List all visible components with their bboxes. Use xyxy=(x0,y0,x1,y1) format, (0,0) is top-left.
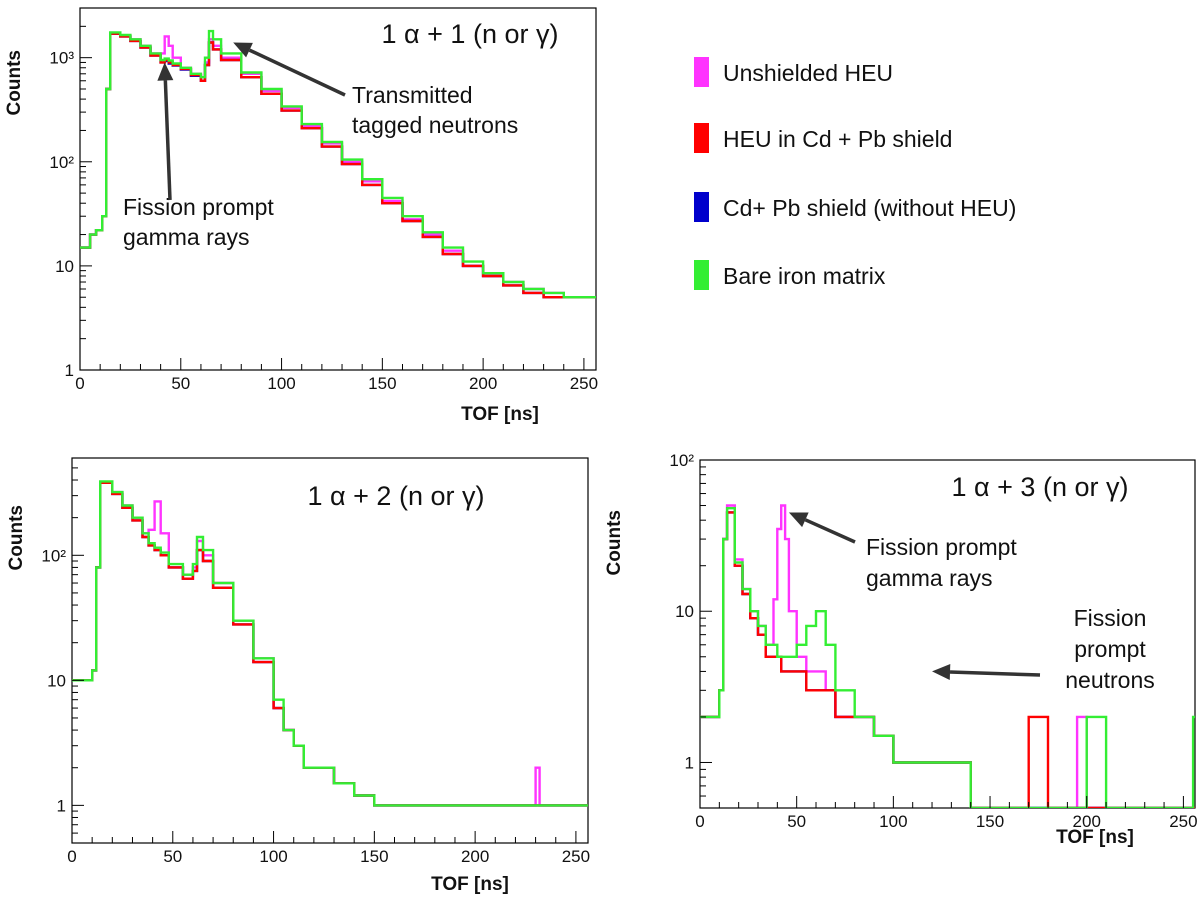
y-tick-label: 10³ xyxy=(49,49,74,68)
annotation-arrow xyxy=(163,80,172,201)
annotation: Fission prompt gamma rays xyxy=(123,62,274,250)
chart-panel-3: 0 50 100 150 200 250 1 10 10² Counts TOF [ns] 1 α +… xyxy=(604,451,1198,848)
series-line xyxy=(80,32,596,299)
y-tick-label: 10 xyxy=(47,671,66,690)
series-group xyxy=(700,504,1195,808)
y-tick-label: 10² xyxy=(41,546,66,565)
x-tick-label: 0 xyxy=(75,374,84,393)
legend-swatch xyxy=(694,57,709,87)
annotation-arrowhead xyxy=(932,664,951,681)
legend-label: Cd+ Pb shield (without HEU) xyxy=(723,195,1016,221)
legend-item: Unshielded HEU xyxy=(694,57,893,87)
annotation: Transmitted tagged neutrons xyxy=(233,42,518,138)
y-axis-title: Counts xyxy=(604,510,625,575)
annotation-text: gamma rays xyxy=(123,224,250,250)
x-tick-label: 0 xyxy=(67,847,76,866)
series-line xyxy=(80,29,596,299)
annotation-arrowhead xyxy=(157,62,174,81)
legend-swatch xyxy=(694,192,709,222)
annotation-arrow xyxy=(248,48,346,97)
chart-panel-1: 0 50 100 150 200 250 1 10 10² 10³ Counts TOF [ns] 1 … xyxy=(4,7,598,425)
annotation-text: Fission prompt xyxy=(866,534,1017,560)
y-axis-title: Counts xyxy=(6,505,27,570)
annotation-text: prompt xyxy=(1074,636,1146,662)
y-axis-title: Counts xyxy=(4,50,25,115)
panel-title: 1 α + 1 (n or γ) xyxy=(382,19,559,49)
y-tick-label: 1 xyxy=(685,753,694,772)
panel-title: 1 α + 2 (n or γ) xyxy=(308,481,485,511)
x-tick-label: 100 xyxy=(879,812,907,831)
x-tick-label: 150 xyxy=(360,847,388,866)
chart-panel-2: 0 50 100 150 200 250 1 10 10² Counts TOF [ns] 1 α +… xyxy=(6,457,590,895)
series-line xyxy=(700,507,1195,808)
x-tick-label: 250 xyxy=(570,374,598,393)
x-tick-label: 100 xyxy=(267,374,295,393)
x-tick-label: 200 xyxy=(1073,812,1101,831)
legend: Unshielded HEU HEU in Cd + Pb shield Cd+… xyxy=(694,57,1016,290)
annotation: Fission prompt gamma rays xyxy=(788,512,1017,591)
legend-label: Bare iron matrix xyxy=(723,263,886,289)
x-tick-label: 250 xyxy=(562,847,590,866)
x-tick-label: 200 xyxy=(461,847,489,866)
x-axis-title: TOF [ns] xyxy=(431,874,509,895)
plot-frame xyxy=(71,457,589,844)
y-tick-label: 1 xyxy=(57,796,66,815)
annotation: Fission prompt neutrons xyxy=(932,605,1155,693)
x-tick-label: 250 xyxy=(1169,812,1197,831)
legend-item: HEU in Cd + Pb shield xyxy=(694,123,952,153)
x-tick-label: 150 xyxy=(368,374,396,393)
y-tick-label: 1 xyxy=(65,361,74,380)
annotation-text: Fission prompt xyxy=(123,194,274,220)
x-axis-title: TOF [ns] xyxy=(461,404,539,425)
annotation-text: gamma rays xyxy=(866,565,993,591)
plot-frame xyxy=(699,459,1196,809)
y-tick-label: 10 xyxy=(55,257,74,276)
x-axis-title: TOF [ns] xyxy=(1056,827,1134,848)
annotation-text: neutrons xyxy=(1065,667,1155,693)
x-tick-label: 50 xyxy=(163,847,182,866)
legend-swatch xyxy=(694,123,709,153)
series-line xyxy=(80,32,596,299)
legend-label: Unshielded HEU xyxy=(723,60,893,86)
x-tick-label: 100 xyxy=(259,847,287,866)
series-line xyxy=(80,32,596,299)
y-tick-label: 10 xyxy=(675,602,694,621)
legend-item: Cd+ Pb shield (without HEU) xyxy=(694,192,1016,222)
annotation-text: Transmitted xyxy=(352,82,473,108)
y-tick-label: 10² xyxy=(49,153,74,172)
series-line xyxy=(700,511,1195,808)
x-tick-label: 0 xyxy=(695,812,704,831)
x-tick-label: 200 xyxy=(469,374,497,393)
annotation-arrow xyxy=(949,670,1041,677)
annotation-arrowhead xyxy=(233,42,253,58)
x-tick-label: 50 xyxy=(171,374,190,393)
series-line xyxy=(72,481,588,807)
series-group xyxy=(72,480,588,807)
panel-title: 1 α + 3 (n or γ) xyxy=(952,472,1129,502)
annotation-arrowhead xyxy=(788,512,809,528)
annotation-text: Fission xyxy=(1074,605,1147,631)
annotation-arrow xyxy=(804,518,856,544)
annotation-text: tagged neutrons xyxy=(352,112,518,138)
plot-frame xyxy=(79,7,597,371)
series-line xyxy=(72,480,588,807)
legend-swatch xyxy=(694,260,709,290)
y-tick-label: 10² xyxy=(669,451,694,470)
legend-label: HEU in Cd + Pb shield xyxy=(723,126,952,152)
x-tick-label: 150 xyxy=(976,812,1004,831)
x-tick-label: 50 xyxy=(787,812,806,831)
legend-item: Bare iron matrix xyxy=(694,260,886,290)
series-group xyxy=(80,29,596,299)
